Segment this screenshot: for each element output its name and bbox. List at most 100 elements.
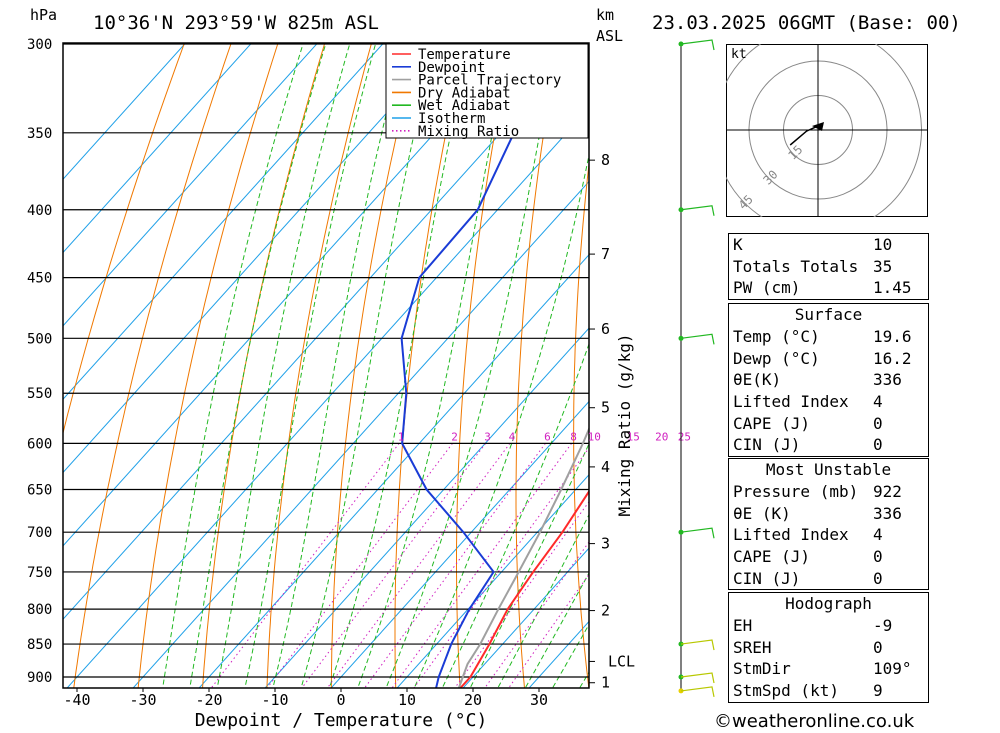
copyright-icon: © (714, 711, 732, 732)
mixing-ratio-axis-title: Mixing Ratio (g/kg) (615, 333, 634, 516)
isotherm-line (462, 547, 589, 688)
wet-adiabat-line (441, 342, 589, 688)
row-value: 19.6 (873, 327, 912, 346)
row-value: 10 (873, 235, 893, 254)
isotherm-line (577, 0, 720, 708)
wind-barb (680, 639, 715, 651)
x-axis-title: Dewpoint / Temperature (°C) (195, 710, 488, 731)
parcel-trajectory-line (457, 426, 589, 688)
row-value: 0 (873, 547, 883, 567)
wet-adiabat-line (357, 43, 512, 688)
table-title: Hodograph (785, 594, 872, 613)
wet-adiabat-line (162, 43, 304, 688)
isotherm-line (66, 107, 589, 688)
row-label: Temp (°C) (733, 327, 820, 346)
row-value: 336 (873, 370, 902, 390)
isotherm-line (264, 327, 589, 688)
km-tick-label: 6 (601, 320, 610, 338)
wet-adiabat-line (244, 43, 377, 688)
mixing-ratio-label: 25 (678, 430, 691, 443)
mixing-ratio-label: 6 (544, 430, 551, 443)
isotherm-line (396, 474, 589, 688)
table-row: Dewp (°C) 16.2 (729, 348, 928, 370)
row-value: 4 (873, 392, 883, 412)
x-tick-label: 30 (530, 691, 548, 709)
km-tick-label: 3 (601, 535, 610, 553)
dry-adiabat-line (684, 0, 720, 708)
dry-adiabat-line (456, 43, 513, 688)
table-row: StmSpd (kt) 9 (729, 680, 928, 702)
pressure-tick-label: 450 (27, 271, 52, 287)
legend-label: Isotherm (418, 111, 485, 127)
wet-adiabat-line (189, 43, 327, 688)
row-value: 9 (873, 681, 883, 701)
pressure-tick-label: 550 (27, 386, 52, 402)
isotherm-line (330, 400, 589, 688)
table-row: θE(K) 336 (729, 369, 928, 391)
wind-barb (680, 205, 715, 216)
table-row: CAPE (J) 0 (729, 546, 928, 568)
row-label: StmSpd (kt) (733, 681, 839, 701)
legend-label: Parcel Trajectory (418, 73, 561, 89)
km-axis: 8 7 6 5 4 3 2 LCL 1 (589, 151, 635, 692)
row-label: θE (K) (733, 503, 791, 523)
mixing-ratio-label: 20 (655, 430, 668, 443)
site-credit[interactable]: ©weatheronline.co.uk (714, 711, 914, 732)
mixing-ratio-line (210, 443, 400, 688)
mixing-ratio-line (484, 541, 589, 688)
plot-frame (62, 42, 590, 689)
storm-motion-marker (812, 122, 824, 131)
pressure-tick-label: 500 (27, 331, 52, 347)
mixing-ratio-label: 3 (484, 430, 491, 443)
mixing-ratio-label: 10 (588, 430, 601, 443)
x-tick-label: 20 (464, 691, 482, 709)
pressure-tick-label: 600 (27, 436, 52, 452)
isotherm-line (63, 43, 253, 254)
table-row: Lifted Index 4 (729, 524, 928, 546)
row-label: CAPE (J) (733, 413, 811, 433)
dry-adiabat-line (394, 43, 466, 688)
isotherm-line (63, 43, 319, 327)
table-title: Most Unstable (765, 460, 892, 479)
isotherm-line (198, 254, 589, 688)
row-label: θE(K) (733, 370, 782, 390)
row-label: StmDir (733, 659, 791, 679)
wet-adiabat-line (300, 43, 436, 688)
wet-adiabat-line (413, 152, 589, 688)
row-label: Dewp (°C) (733, 348, 820, 368)
mixing-ratio-label: 1 (398, 430, 405, 443)
km-tick-label: 1 (601, 674, 610, 692)
dry-adiabat-line (137, 43, 279, 688)
row-value: 0 (873, 568, 883, 588)
wet-adiabat-line (469, 442, 589, 688)
legend-label: Wet Adiabat (418, 98, 511, 114)
table-row: CIN (J) 0 (729, 568, 928, 590)
legend-label: Dewpoint (418, 60, 485, 76)
wet-adiabat-line (385, 43, 558, 688)
row-value: 336 (873, 503, 902, 523)
pressure-tick-label: 850 (27, 637, 52, 653)
wind-barb (680, 686, 715, 698)
pressure-tick-label: 300 (27, 37, 52, 53)
x-tick-label: 0 (336, 691, 345, 709)
mixing-ratio-label: 4 (509, 430, 516, 443)
pressure-tick-label: 750 (27, 565, 52, 581)
location-title: 10°36'N 293°59'W 825m ASL (93, 12, 379, 34)
wet-adiabat-line (328, 43, 472, 688)
wet-adiabat-line (524, 571, 589, 688)
x-tick-label: 10 (398, 691, 416, 709)
row-label: CIN (J) (733, 568, 801, 588)
temperature-line (459, 489, 589, 688)
isotherm-line (63, 43, 187, 180)
km-tick-label: 5 (601, 399, 610, 417)
row-value: 109° (873, 659, 912, 679)
dry-adiabat-line (330, 43, 419, 688)
x-tick-label: -10 (261, 691, 288, 709)
row-label: Totals Totals (733, 256, 859, 276)
table-row: Pressure (mb) 922 (729, 481, 928, 503)
mixing-ratio-label: 8 (570, 430, 577, 443)
pressure-tick-label: 650 (27, 482, 52, 498)
table-row: CAPE (J) 0 (729, 413, 928, 435)
table-row: Temp (°C) 19.6 (729, 326, 928, 348)
row-label: Pressure (mb) (733, 482, 859, 501)
